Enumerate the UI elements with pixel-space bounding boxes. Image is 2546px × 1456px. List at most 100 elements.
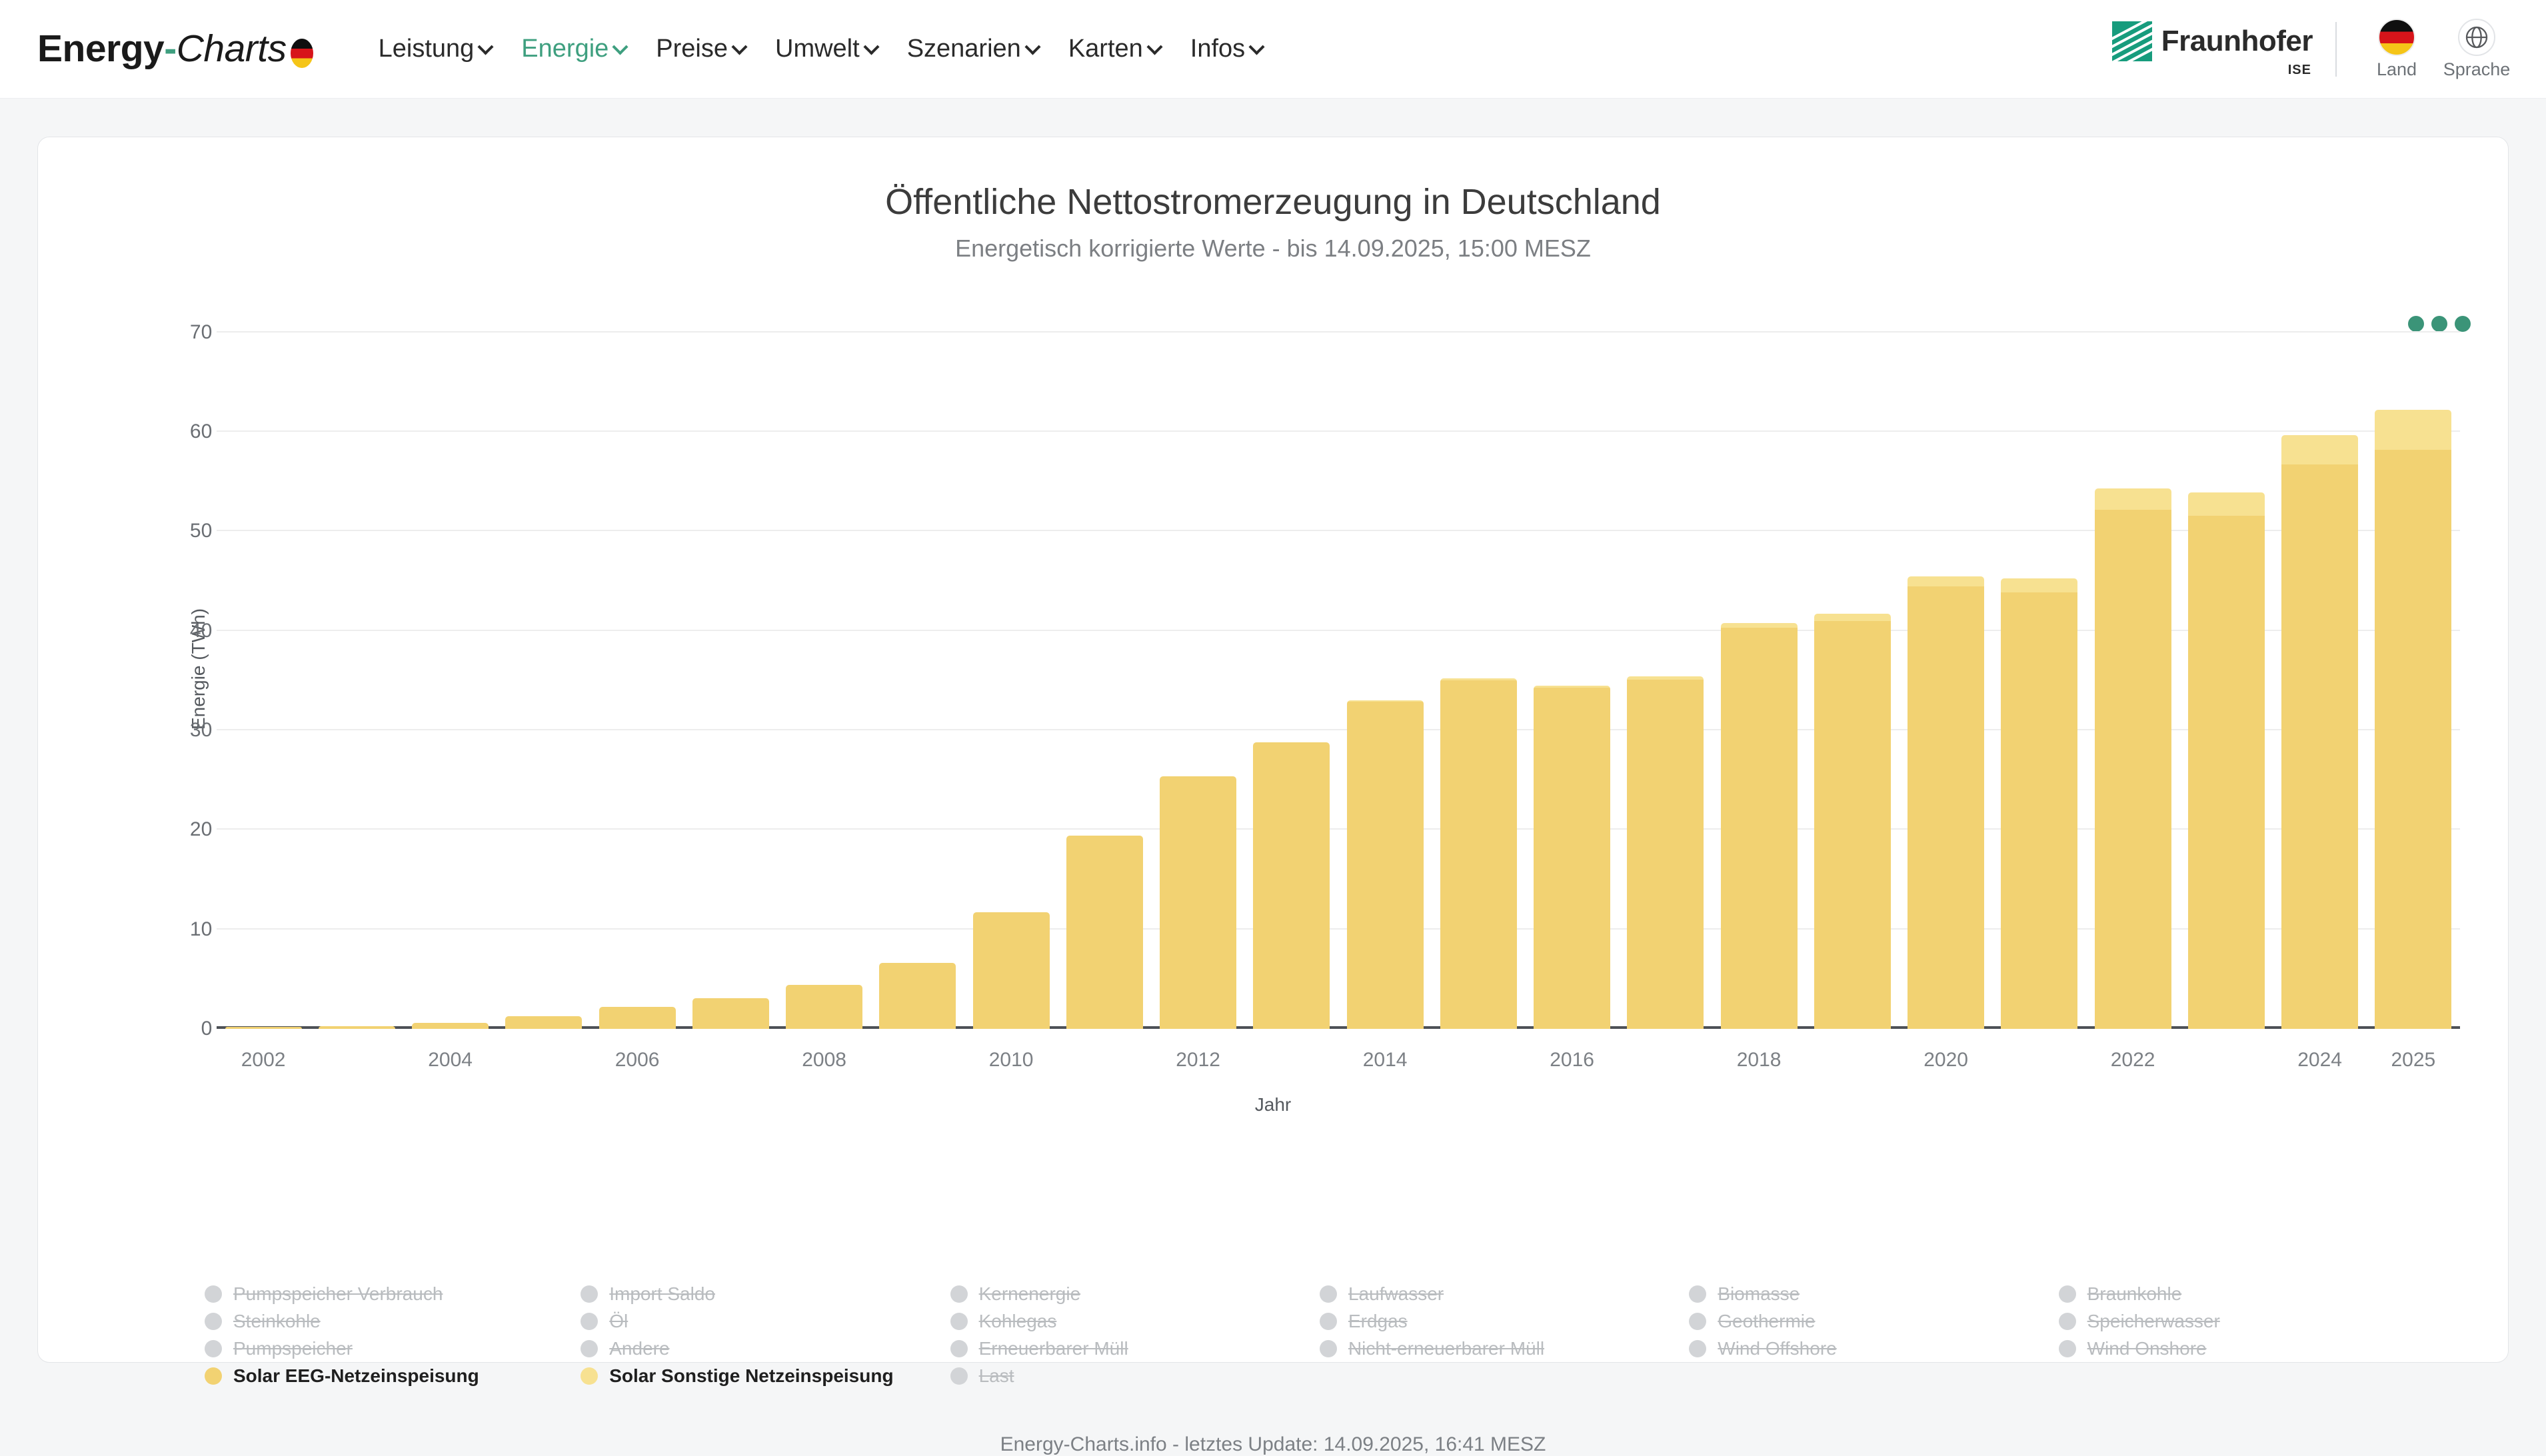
bar-2016[interactable]: 34,5 — [1534, 685, 1611, 1029]
nav-item-infos[interactable]: Infos — [1176, 35, 1278, 63]
bar-segment-eeg — [1253, 742, 1330, 1029]
legend-item-wind-onshore[interactable]: Wind Onshore — [2058, 1338, 2428, 1359]
bar-slot-2015: 35,2 — [1432, 303, 1525, 1029]
nav-item-label: Karten — [1068, 35, 1143, 63]
bar-2018[interactable]: 40,8 — [1720, 622, 1798, 1029]
bar-2017[interactable]: 35,4 — [1627, 676, 1704, 1029]
bar-2002[interactable]: 0,2 — [225, 1027, 302, 1029]
bar-segment-eeg — [2001, 592, 2078, 1029]
bar-2023[interactable]: 53,9 — [2187, 492, 2265, 1029]
legend-item-last[interactable]: Last — [950, 1365, 1320, 1387]
bar-2021[interactable]: 45,3 — [2001, 578, 2078, 1029]
bar-2012[interactable]: 25,4 — [1160, 776, 1237, 1029]
fraunhofer-logo[interactable]: Fraunhofer ISE — [2111, 21, 2313, 78]
legend-column-0: Pumpspeicher Verbrauch Steinkohle Pumpspei… — [205, 1283, 581, 1387]
nav-item-preise[interactable]: Preise — [641, 35, 760, 63]
legend-color-dot — [950, 1313, 968, 1330]
y-axis-tick-label: 40 — [189, 619, 213, 642]
legend-item-wind-offshore[interactable]: Wind Offshore — [1689, 1338, 2058, 1359]
legend-item-label: Laufwasser — [1348, 1283, 1444, 1304]
bar-2005[interactable]: 1,3 — [505, 1016, 583, 1029]
y-axis-tick-label: 70 — [189, 321, 213, 343]
site-header: Energy-Charts Leistung Energie Preise Um… — [0, 0, 2546, 99]
chart-subtitle: Energetisch korrigierte Werte - bis 14.0… — [955, 235, 1591, 262]
nav-item-karten[interactable]: Karten — [1054, 35, 1176, 63]
legend-item-pumpspeicher-verbrauch[interactable]: Pumpspeicher Verbrauch — [205, 1283, 581, 1305]
legend-item-pumpspeicher[interactable]: Pumpspeicher — [205, 1338, 581, 1359]
kebab-dot — [2455, 316, 2471, 332]
bar-2014[interactable]: 33,0 — [1346, 700, 1424, 1029]
country-selector[interactable]: Land — [2357, 19, 2437, 80]
bar-2010[interactable]: 11,7 — [972, 912, 1050, 1029]
bar-2004[interactable]: 0,6 — [412, 1023, 489, 1029]
bar-2015[interactable]: 35,2 — [1440, 678, 1517, 1029]
bar-segment-sonstige — [2001, 578, 2078, 592]
country-selector-label: Land — [2376, 59, 2417, 79]
bar-2025[interactable]: 62,2 — [2375, 410, 2452, 1029]
nav-item-szenarien[interactable]: Szenarien — [892, 35, 1054, 63]
chart-legend: Pumpspeicher Verbrauch Steinkohle Pumpspei… — [205, 1283, 2428, 1387]
bar-segment-eeg — [1908, 586, 1985, 1029]
legend-item-braunkohle[interactable]: Braunkohle — [2058, 1283, 2428, 1305]
chevron-down-icon — [1027, 41, 1039, 53]
bar-segment-eeg — [225, 1027, 302, 1029]
bar-slot-2021: 45,3 — [1993, 303, 2086, 1029]
bar-2020[interactable]: 45,5 — [1908, 576, 1985, 1029]
legend-item-l[interactable]: Öl — [581, 1311, 950, 1332]
legend-item-label: Last — [978, 1365, 1014, 1386]
legend-item-nicht-erneuerbarer-m-ll[interactable]: Nicht-erneuerbarer Müll — [1319, 1338, 1689, 1359]
gridline: 10 — [190, 918, 2460, 940]
bar-2009[interactable]: 6,6 — [879, 963, 956, 1029]
brand-logo[interactable]: Energy-Charts — [37, 30, 313, 68]
bar-2008[interactable]: 4,4 — [786, 985, 863, 1029]
legend-item-solar-sonstige-netzeinspeisung[interactable]: Solar Sonstige Netzeinspeisung — [581, 1365, 950, 1387]
bar-segment-eeg — [2375, 450, 2452, 1029]
globe-icon — [2465, 26, 2488, 49]
legend-item-andere[interactable]: Andere — [581, 1338, 950, 1359]
legend-item-label: Import Saldo — [609, 1283, 715, 1304]
legend-item-biomasse[interactable]: Biomasse — [1689, 1283, 2058, 1305]
nav-item-leistung[interactable]: Leistung — [364, 35, 507, 63]
legend-item-erneuerbarer-m-ll[interactable]: Erneuerbarer Müll — [950, 1338, 1320, 1359]
legend-item-kohlegas[interactable]: Kohlegas — [950, 1311, 1320, 1332]
bar-2022[interactable]: 54,3 — [2094, 488, 2171, 1029]
legend-column-3: Laufwasser Erdgas Nicht-erneuerbarer Müll — [1319, 1283, 1689, 1387]
legend-item-solar-eeg-netzeinspeisung[interactable]: Solar EEG-Netzeinspeisung — [205, 1365, 581, 1387]
nav-item-energie[interactable]: Energie — [507, 35, 641, 63]
kebab-menu-icon[interactable] — [2408, 316, 2471, 332]
chevron-down-icon — [1251, 41, 1263, 53]
legend-item-geothermie[interactable]: Geothermie — [1689, 1311, 2058, 1332]
x-axis-tick-2024: 2024 — [2297, 1049, 2342, 1071]
nav-item-umwelt[interactable]: Umwelt — [760, 35, 892, 63]
axis-baseline: 0 — [201, 1018, 2460, 1040]
legend-item-import-saldo[interactable]: Import Saldo — [581, 1283, 950, 1305]
bar-series-container: 0,2 0,3 0,6 1,3 2,2 3,1 4,4 6,611,719,425,428,8… — [217, 303, 2460, 1029]
legend-item-kernenergie[interactable]: Kernenergie — [950, 1283, 1320, 1305]
legend-item-erdgas[interactable]: Erdgas — [1319, 1311, 1689, 1332]
x-axis-tick-2022: 2022 — [2110, 1049, 2155, 1071]
bar-segment-eeg — [1440, 680, 1517, 1029]
bar-2024[interactable]: 59,7 — [2281, 434, 2359, 1029]
bar-2003[interactable]: 0,3 — [318, 1026, 395, 1029]
bar-2006[interactable]: 2,2 — [599, 1007, 676, 1029]
legend-item-label: Erdgas — [1348, 1311, 1408, 1331]
bar-2019[interactable]: 41,7 — [1814, 614, 1891, 1029]
plot-canvas: 0 10 20 30 40 50 60 70 0,2 0,3 0,6 1,3 2,2 3,1 4,4 6,6… — [190, 303, 2460, 1040]
bar-2011[interactable]: 19,4 — [1066, 836, 1143, 1029]
legend-color-dot — [950, 1340, 968, 1357]
brand-dash: - — [164, 27, 177, 70]
legend-item-label: Kernenergie — [978, 1283, 1081, 1304]
fraunhofer-name: Fraunhofer — [2161, 24, 2313, 57]
legend-item-speicherwasser[interactable]: Speicherwasser — [2058, 1311, 2428, 1332]
bar-2013[interactable]: 28,8 — [1253, 742, 1330, 1029]
legend-item-label: Speicherwasser — [2087, 1311, 2220, 1331]
bar-segment-sonstige — [1627, 676, 1704, 680]
legend-item-laufwasser[interactable]: Laufwasser — [1319, 1283, 1689, 1305]
chevron-down-icon — [734, 41, 746, 53]
gridline: 30 — [190, 719, 2460, 741]
bar-slot-2017: 35,4 — [1619, 303, 1712, 1029]
language-selector[interactable]: Sprache — [2437, 19, 2517, 80]
legend-item-steinkohle[interactable]: Steinkohle — [205, 1311, 581, 1332]
bar-2007[interactable]: 3,1 — [692, 998, 769, 1029]
